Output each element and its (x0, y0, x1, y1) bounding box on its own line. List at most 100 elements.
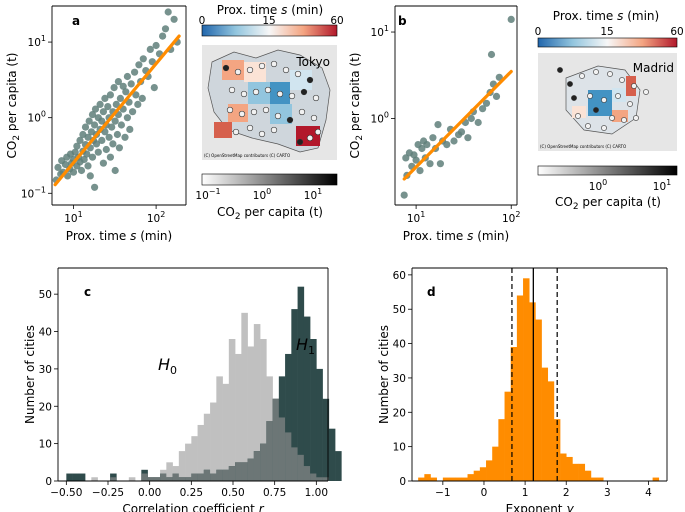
y-tick-label: 101 (28, 34, 46, 49)
map-dot (226, 106, 234, 114)
histogram-bar (652, 477, 660, 481)
scatter-point (122, 88, 130, 96)
histogram-bar (547, 381, 555, 481)
scatter-point (91, 105, 100, 113)
y-tick-label: 20 (39, 401, 52, 413)
bar-overlap (141, 473, 148, 481)
scatter-point (123, 72, 131, 81)
panel-label-d: d (427, 285, 436, 299)
x-axis-label: Correlation coefficient r (122, 502, 264, 512)
panel-label-a: a (72, 14, 80, 28)
bar-h1 (310, 339, 317, 481)
scatter-point (457, 128, 466, 136)
x-tick-label: 4 (645, 487, 652, 499)
map-dot (270, 60, 278, 68)
map-cell (248, 82, 270, 104)
bar-h0 (185, 443, 192, 481)
map-dot (282, 66, 290, 74)
bar-overlap (310, 473, 317, 481)
scatter-point (426, 160, 434, 168)
map-dot (615, 93, 621, 99)
x-axis-label: Exponent γ (506, 502, 575, 512)
x-tick-label: −0.25 (92, 487, 124, 499)
bar-overlap (322, 477, 330, 481)
scatter-point (106, 153, 114, 161)
map-dot (607, 71, 613, 77)
scatter-point (83, 150, 91, 158)
scatter-point (150, 84, 158, 92)
bar-overlap (197, 473, 205, 481)
map-dot (258, 62, 266, 70)
scatter-point (94, 148, 102, 156)
x-tick-label: 2 (563, 487, 570, 499)
y-tick-label: 10−1 (21, 185, 46, 200)
histogram-bar (597, 477, 604, 481)
scatter-point (109, 140, 117, 148)
bar-overlap (247, 458, 255, 481)
scatter-point (138, 94, 146, 102)
map-cell (228, 104, 248, 122)
map-dot (587, 93, 593, 99)
bar-overlap (191, 473, 198, 481)
map-dot (222, 64, 230, 72)
map-dot (579, 73, 585, 79)
bar-h0 (241, 312, 248, 481)
scatter-point (474, 118, 482, 127)
histogram-bar (510, 347, 518, 481)
colorbar-bottom-b-tick: 101 (653, 178, 671, 193)
scatter-point (111, 166, 119, 175)
scatter-point (412, 156, 420, 164)
bar-h1 (328, 428, 336, 481)
bar-h0 (166, 462, 173, 481)
scatter-point (129, 108, 137, 116)
bar-overlap (210, 473, 217, 481)
map-dot (601, 125, 607, 131)
histogram-bar (473, 470, 481, 481)
scatter-point (479, 105, 487, 113)
scatter-point (434, 121, 442, 129)
scatter-point (101, 94, 109, 102)
histogram-bar (516, 295, 524, 481)
bar-overlap (297, 454, 305, 481)
scatter-point (88, 111, 97, 119)
map-dot (557, 67, 563, 73)
bar-h0 (210, 402, 217, 481)
scatter-point (106, 91, 114, 99)
map-dot (228, 86, 236, 94)
y-tick-label: 100 (28, 110, 46, 125)
bar-overlap (153, 477, 161, 481)
histogram-bar (418, 477, 425, 481)
scatter-point (152, 41, 160, 50)
series-label: H1 (296, 335, 315, 357)
scatter-point (91, 183, 99, 191)
scatter-point (116, 94, 124, 102)
bar-overlap (228, 466, 236, 481)
scatter-point (86, 172, 94, 180)
scatter-point (487, 50, 496, 59)
bar-overlap (110, 477, 117, 481)
bar-overlap (266, 421, 273, 481)
bar-overlap (166, 477, 173, 481)
city-name-tokyo: Tokyo (295, 55, 330, 69)
x-tick-label: 1 (522, 487, 529, 499)
scatter-point (114, 78, 122, 86)
bar-h0 (247, 346, 255, 481)
scatter-point (416, 167, 424, 175)
scatter-point (132, 91, 140, 99)
bar-h1 (335, 451, 342, 481)
x-tick-label: −0.50 (50, 487, 82, 499)
bar-overlap (203, 469, 211, 481)
y-tick-label: 0 (45, 476, 52, 488)
histogram-bar (535, 319, 542, 481)
x-tick-label: 0.75 (263, 487, 286, 499)
y-tick-label: 50 (393, 304, 406, 316)
map-dot (298, 108, 306, 116)
map-dot (232, 128, 240, 136)
map-dot (270, 126, 278, 134)
scatter-point (112, 100, 120, 108)
map-dot (234, 68, 242, 76)
scatter-point (77, 166, 86, 175)
scatter-point (119, 82, 127, 90)
y-tick-label: 30 (39, 364, 52, 376)
